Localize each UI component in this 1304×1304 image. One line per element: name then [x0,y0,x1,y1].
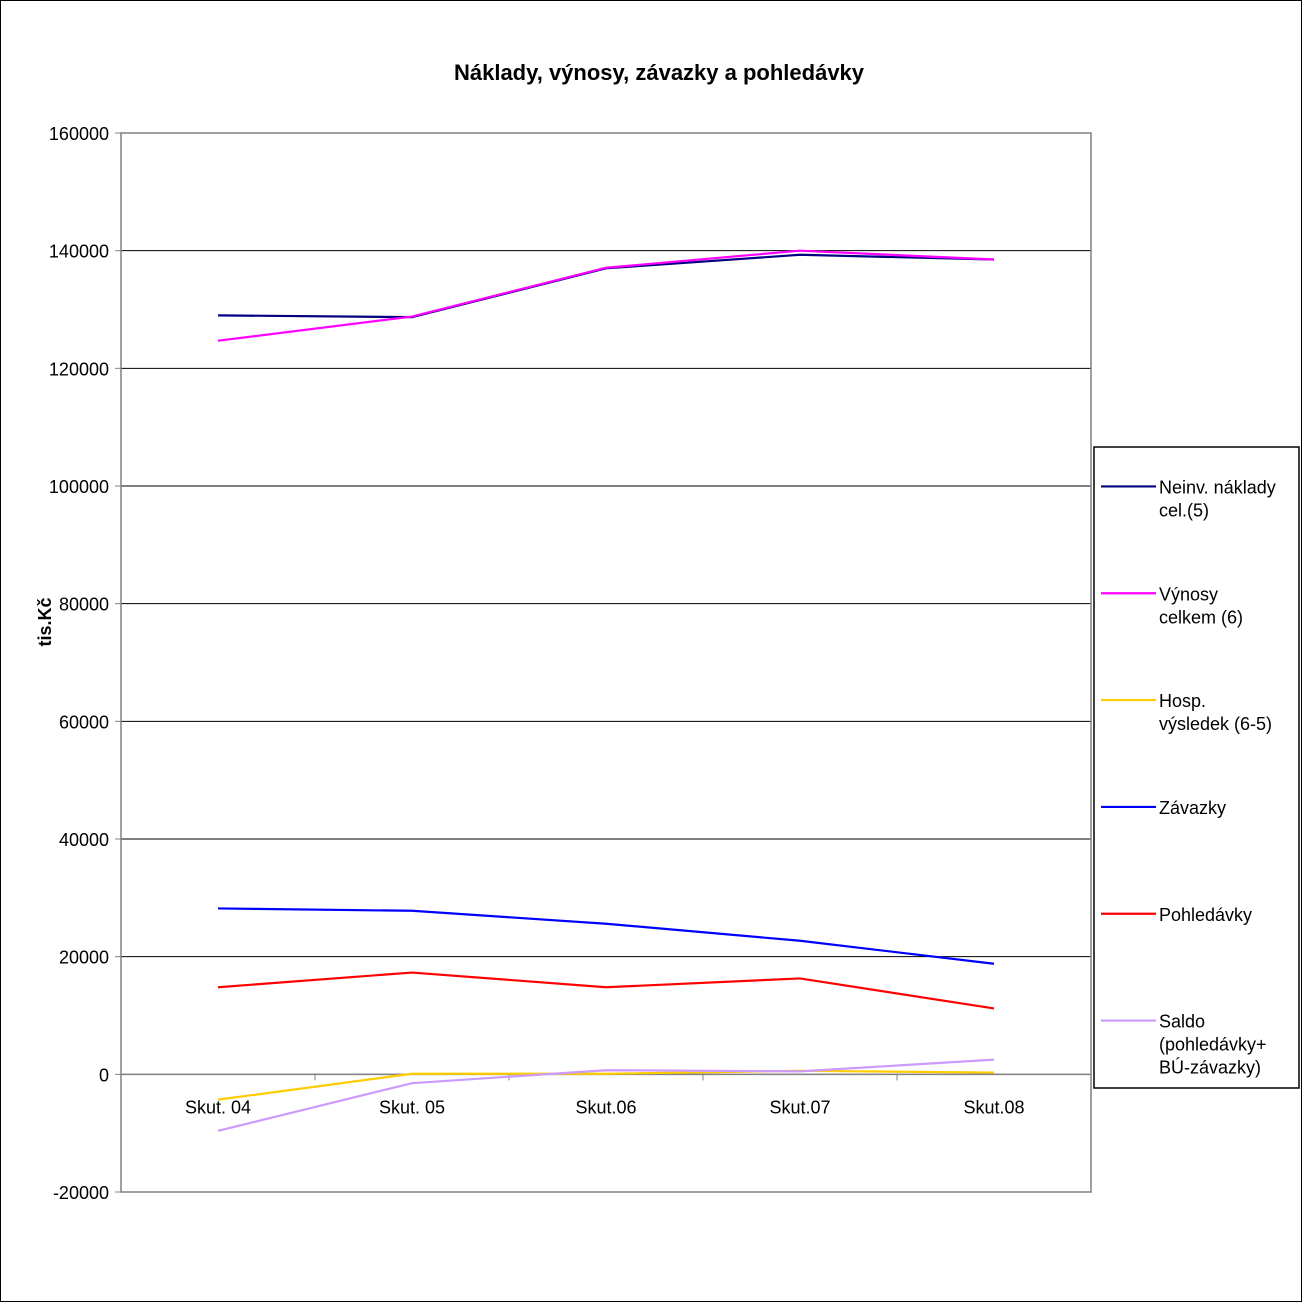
legend-label: Pohledávky [1159,905,1252,925]
legend-label: (pohledávky+ [1159,1035,1267,1055]
legend-label: Závazky [1159,798,1226,818]
series-line [217,907,995,965]
legend-label: Výnosy [1159,584,1218,604]
y-axis: -20000 0 20000 40000 60000 80000 100000 120000 1… [49,124,121,1203]
y-tick-label: -20000 [53,1183,109,1203]
y-tick-label: 60000 [59,712,109,732]
x-axis: Skut. 04 Skut. 05 Skut.06 Skut.07 Skut.08 [120,1073,1092,1117]
legend-label: Saldo [1159,1012,1205,1032]
series-lines [217,249,995,1132]
legend-box [1093,446,1300,1089]
legend-label: cel.(5) [1159,500,1209,520]
y-tick-label: 100000 [49,477,109,497]
legend: Neinv. náklady cel.(5) Výnosy celkem (6) Hos… [1093,446,1300,1089]
legend-label: výsledek (6-5) [1159,714,1272,734]
series-line [217,253,995,319]
x-tick-label: Skut.06 [575,1097,636,1117]
y-tick-label: 140000 [49,242,109,262]
y-tick-label: 120000 [49,359,109,379]
series-line [217,1069,995,1101]
y-tick-label: 0 [99,1065,109,1085]
chart-title: Náklady, výnosy, závazky a pohledávky [454,60,865,85]
x-tick-label: Skut. 05 [379,1097,445,1117]
series-line [217,249,995,342]
legend-label: Hosp. [1159,691,1206,711]
y-axis-label: tis.Kč [35,597,55,646]
y-tick-label: 160000 [49,124,109,144]
legend-label: Neinv. náklady [1159,477,1276,497]
legend-label: BÚ-závazky) [1159,1057,1261,1078]
grid [121,132,1091,1075]
y-tick-label: 80000 [59,595,109,615]
x-tick-label: Skut.08 [963,1097,1024,1117]
x-tick-label: Skut. 04 [185,1097,251,1117]
y-tick-label: 40000 [59,830,109,850]
y-tick-label: 20000 [59,948,109,968]
legend-label: celkem (6) [1159,607,1243,627]
series-line [217,971,995,1010]
x-tick-label: Skut.07 [769,1097,830,1117]
plot-area [120,132,1092,1193]
series-line [217,1058,995,1132]
